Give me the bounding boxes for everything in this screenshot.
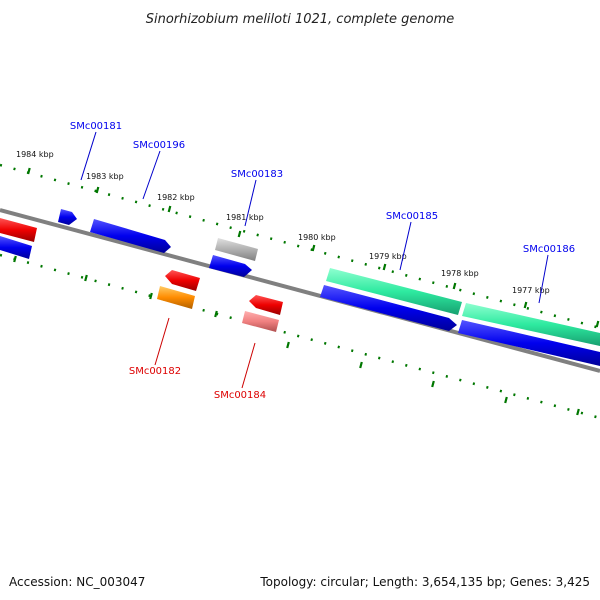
red-cds-smc00184[interactable]	[249, 295, 283, 315]
scale-labels: 1984 kbp 1983 kbp 1982 kbp 1981 kbp 1980…	[16, 150, 550, 295]
blue-cds-left-edge[interactable]	[0, 236, 32, 259]
leader-lines	[80, 131, 549, 389]
accession-text: Accession: NC_003047	[9, 575, 145, 589]
lower-major-ticks	[13, 255, 580, 416]
scale-label-1981: 1981 kbp	[226, 213, 264, 222]
green-feature-smc00186[interactable]	[462, 303, 600, 346]
gene-label-smc00183[interactable]: SMc00183	[231, 169, 283, 180]
map-title: Sinorhizobium meliloti 1021, complete ge…	[146, 12, 455, 27]
scale-label-1983: 1983 kbp	[86, 172, 124, 181]
orange-feature-smc00182[interactable]	[157, 286, 195, 309]
blue-cds-smc00185[interactable]	[320, 285, 457, 331]
red-cds-smc00182[interactable]	[165, 270, 200, 291]
scale-label-1982: 1982 kbp	[157, 193, 195, 202]
scale-label-1978: 1978 kbp	[441, 269, 479, 278]
scale-label-1979: 1979 kbp	[369, 252, 407, 261]
blue-cds-smc00181[interactable]	[58, 209, 77, 225]
blue-cds-smc00183[interactable]	[209, 255, 252, 277]
salmon-feature-smc00184[interactable]	[242, 311, 279, 332]
gene-label-smc00184[interactable]: SMc00184	[214, 390, 266, 401]
red-feature-left-edge[interactable]	[0, 218, 37, 242]
gene-labels: SMc00181 SMc00196 SMc00183 SMc00185 SMc0…	[70, 121, 575, 401]
forward-cds	[0, 209, 600, 366]
upper-major-ticks	[27, 167, 600, 328]
gene-label-smc00181[interactable]: SMc00181	[70, 121, 122, 132]
gene-label-smc00196[interactable]: SMc00196	[133, 140, 185, 151]
topology-text: Topology: circular; Length: 3,654,135 bp…	[259, 575, 590, 589]
gene-label-smc00185[interactable]: SMc00185	[386, 211, 438, 222]
gene-label-smc00182[interactable]: SMc00182	[129, 366, 181, 377]
scale-label-1980: 1980 kbp	[298, 233, 336, 242]
gene-label-smc00186[interactable]: SMc00186	[523, 244, 575, 255]
reverse-cds	[157, 270, 283, 332]
lower-scale-track	[0, 253, 600, 420]
blue-cds-smc00186[interactable]	[458, 320, 600, 366]
green-feature-smc00185[interactable]	[326, 268, 462, 315]
genome-backbone	[0, 208, 600, 373]
upper-features	[0, 218, 600, 346]
scale-label-1984: 1984 kbp	[16, 150, 54, 159]
blue-cds-smc00196[interactable]	[90, 219, 171, 253]
scale-label-1977: 1977 kbp	[512, 286, 550, 295]
upper-scale-track	[0, 163, 600, 330]
gray-feature-smc00183[interactable]	[215, 238, 258, 261]
